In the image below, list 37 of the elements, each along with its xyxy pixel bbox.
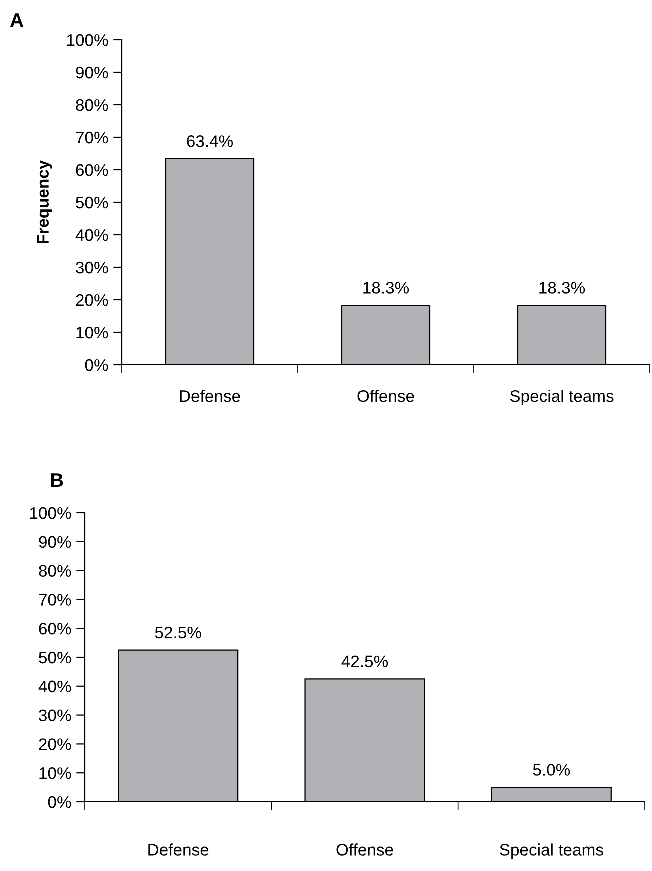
y-tick-label: 20% xyxy=(76,294,108,306)
y-tick-label: 60% xyxy=(39,623,72,635)
y-tick-label: 70% xyxy=(39,594,72,606)
data-label: 52.5% xyxy=(155,626,202,639)
x-tick-label: Special teams xyxy=(510,390,614,406)
y-tick-label: 30% xyxy=(39,710,72,722)
y-tick-label: 70% xyxy=(76,132,108,144)
y-tick-label: 80% xyxy=(39,565,72,578)
y-tick-label: 40% xyxy=(38,680,72,693)
y-tick-label: 30% xyxy=(76,262,108,274)
y-tick-label: 10% xyxy=(40,768,72,780)
y-tick-label: 0% xyxy=(48,796,72,808)
y-tick-label: 40% xyxy=(76,229,108,242)
y-tick-label: 90% xyxy=(39,536,72,548)
data-label: 18.3% xyxy=(540,282,586,294)
y-tick-label: 60% xyxy=(76,164,108,176)
x-tick-label: Offense xyxy=(336,844,394,856)
chart-title: A xyxy=(10,14,24,28)
data-label: 42.5% xyxy=(342,656,388,668)
data-label: 63.4% xyxy=(187,136,234,148)
data-label: 5.0% xyxy=(533,764,570,776)
y-tick-label: 100% xyxy=(67,34,108,46)
y-tick-label: 50% xyxy=(39,652,72,664)
chart-title: B xyxy=(51,474,64,488)
y-axis-title: Frequency xyxy=(37,160,52,244)
data-label: 18.3% xyxy=(364,282,410,294)
y-tick-label: 10% xyxy=(76,326,108,339)
y-tick-label: 90% xyxy=(76,66,108,79)
x-tick-label: Defense xyxy=(180,390,240,402)
y-tick-label: 80% xyxy=(76,99,108,112)
y-tick-label: 20% xyxy=(39,738,72,750)
x-tick-label: Special teams xyxy=(500,844,604,860)
y-tick-label: 0% xyxy=(85,359,108,372)
y-tick-label: 100% xyxy=(30,507,72,520)
x-tick-label: Offense xyxy=(358,390,414,402)
x-tick-label: Defense xyxy=(148,844,209,856)
y-tick-label: 50% xyxy=(76,196,108,209)
